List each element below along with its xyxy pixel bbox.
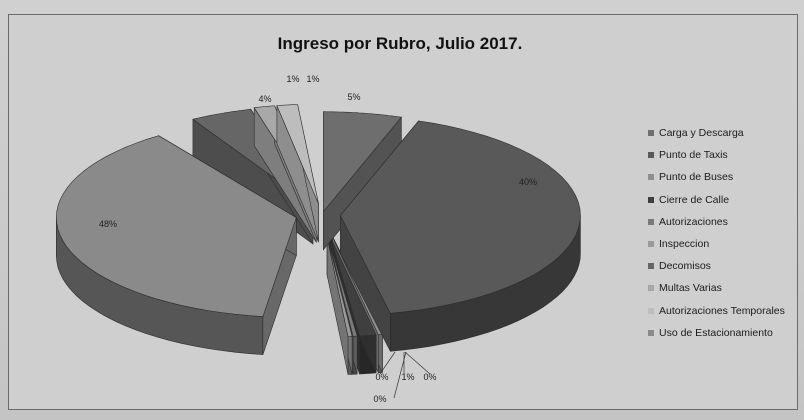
data-label-uso-de-estacionamiento: 48% [99,219,117,229]
legend-swatch [648,196,654,203]
legend-item: Punto de Taxis [648,146,728,164]
data-label-punto-de-taxis: 40% [519,177,537,187]
data-label-decomisos: 4% [258,94,271,104]
legend-label: Inspeccion [659,238,710,250]
legend-label: Autorizaciones [659,215,728,228]
data-label-punto-de-buses: 0% [375,372,388,382]
legend-label: Uso de Estacionamiento [659,326,773,339]
pie-slice-uso-de-estacionamiento [55,135,297,355]
leader-line [379,351,396,375]
legend-label: Punto de Taxis [659,149,728,162]
legend-item: Carga y Descarga [648,124,744,142]
legend-swatch [648,329,654,336]
legend-item: Autorizaciones [648,213,728,231]
data-label-multas-varias: 1% [286,74,299,84]
legend-swatch [648,241,654,247]
legend-swatch [648,218,654,225]
pie-slice-autorizaciones-temporales [276,104,319,243]
legend-item: Multas Varias [648,279,722,297]
data-label-autorizaciones: 0% [423,372,436,382]
legend-label: Multas Varias [659,282,722,295]
legend-label: Punto de Buses [659,171,734,184]
legend-item: Cierre de Calle [648,191,729,209]
legend-label: Cierre de Calle [659,193,730,206]
legend-item: Punto de Buses [648,168,733,186]
legend-item: Decomisos [648,257,711,275]
legend-label: Autorizaciones Temporales [659,304,785,317]
legend-item: Autorizaciones Temporales [648,302,785,320]
pie-slice-inspeccion [326,236,353,375]
leader-line [404,351,431,375]
legend-label: Carga y Descarga [659,127,744,139]
chart-title: Ingreso por Rubro, Julio 2017. [277,34,523,53]
legend-swatch [648,307,654,314]
data-label-autorizaciones-temporales: 1% [306,74,319,84]
legend-swatch [648,152,654,159]
legend-swatch [648,285,654,292]
leader-line [393,351,407,399]
pie-slice-punto-de-taxis [340,120,581,352]
legend-item: Uso de Estacionamiento [648,324,773,342]
data-label-carga-y-descarga: 5% [347,92,360,102]
legend-swatch [648,174,654,181]
data-label-cierre-de-calle: 1% [401,372,414,382]
legend-swatch [648,263,654,270]
legend-swatch [648,130,654,136]
legend-label: Decomisos [659,260,711,273]
data-label-inspeccion: 0% [373,394,386,404]
legend-item: Inspeccion [648,235,709,253]
